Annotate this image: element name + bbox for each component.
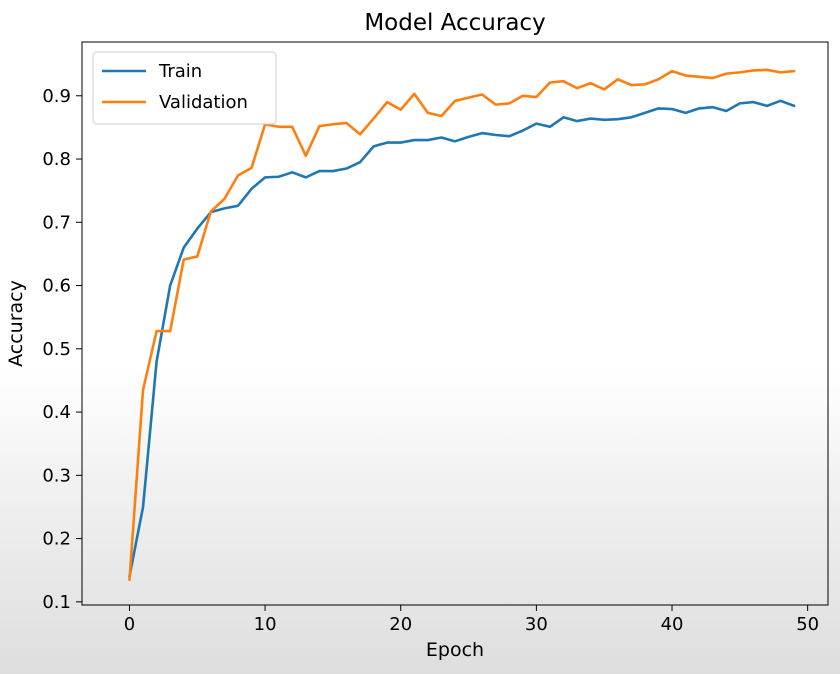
y-tick-label: 0.2 bbox=[42, 529, 71, 550]
y-axis-label: Accuracy bbox=[5, 280, 27, 367]
series-layer bbox=[128, 68, 796, 582]
y-tick-label: 0.9 bbox=[42, 86, 71, 107]
legend-label-validation: Validation bbox=[159, 92, 248, 113]
x-axis: 0 10 20 30 40 50 bbox=[124, 605, 819, 635]
x-tick-label: 40 bbox=[661, 614, 684, 635]
x-tick-label: 20 bbox=[389, 614, 412, 635]
legend-label-train: Train bbox=[158, 61, 202, 82]
y-axis: 0.1 0.2 0.3 0.4 0.5 0.6 0.7 0.8 0.9 bbox=[42, 86, 82, 613]
y-tick-label: 0.3 bbox=[42, 465, 71, 486]
x-tick-label: 50 bbox=[796, 614, 819, 635]
y-tick-label: 0.5 bbox=[42, 339, 71, 360]
y-tick-label: 0.8 bbox=[42, 149, 71, 170]
legend: Train Validation bbox=[92, 51, 277, 125]
y-tick-label: 0.1 bbox=[42, 592, 71, 613]
x-tick-label: 30 bbox=[525, 614, 548, 635]
chart-title: Model Accuracy bbox=[364, 10, 545, 36]
y-tick-label: 0.4 bbox=[42, 402, 71, 423]
plot-area bbox=[81, 41, 829, 606]
series-line-train bbox=[128, 99, 796, 578]
y-tick-label: 0.7 bbox=[42, 212, 71, 233]
x-axis-label: Epoch bbox=[426, 639, 484, 661]
y-tick-label: 0.6 bbox=[42, 276, 71, 297]
x-tick-label: 10 bbox=[254, 614, 277, 635]
series-line-validation bbox=[128, 68, 796, 582]
x-tick-label: 0 bbox=[124, 614, 135, 635]
